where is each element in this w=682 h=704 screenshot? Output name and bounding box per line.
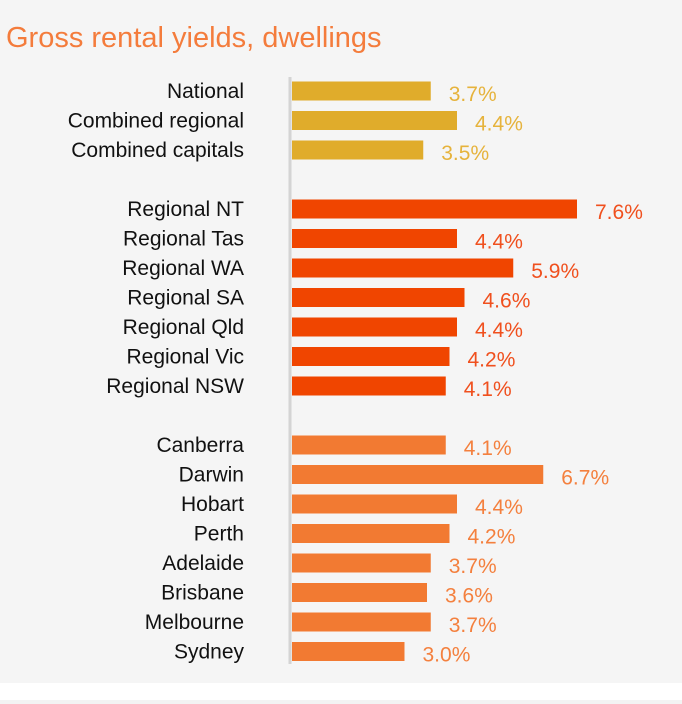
data-label: 4.2% bbox=[468, 349, 516, 372]
bar bbox=[292, 612, 431, 632]
data-label: 3.7% bbox=[449, 555, 497, 578]
category-label: Adelaide bbox=[162, 552, 244, 575]
data-label: 7.6% bbox=[595, 201, 643, 224]
data-label: 4.2% bbox=[468, 526, 516, 549]
category-label: Perth bbox=[194, 523, 244, 546]
category-label: Regional NT bbox=[127, 198, 244, 221]
bar bbox=[292, 494, 457, 514]
data-label: 4.6% bbox=[483, 290, 531, 313]
bar bbox=[292, 465, 544, 484]
bar bbox=[292, 435, 446, 455]
data-label: 3.5% bbox=[441, 142, 489, 165]
bar bbox=[292, 140, 424, 160]
category-label: Brisbane bbox=[161, 582, 244, 605]
data-label: 5.9% bbox=[531, 260, 579, 283]
bar bbox=[292, 347, 450, 366]
bar bbox=[292, 553, 431, 573]
category-label: Regional SA bbox=[127, 287, 244, 310]
category-label: Regional Qld bbox=[123, 316, 244, 339]
bar bbox=[292, 229, 457, 248]
bar bbox=[292, 583, 427, 602]
category-label: Regional Vic bbox=[126, 346, 244, 369]
bar bbox=[292, 524, 450, 543]
bar bbox=[292, 288, 465, 307]
data-label: 4.4% bbox=[475, 319, 523, 342]
data-label: 6.7% bbox=[561, 467, 609, 490]
category-label: Regional NSW bbox=[106, 375, 244, 398]
category-label: Canberra bbox=[156, 434, 244, 457]
bar bbox=[292, 376, 446, 396]
data-label: 3.7% bbox=[449, 614, 497, 637]
category-label: Combined regional bbox=[68, 110, 244, 133]
data-label: 4.1% bbox=[464, 437, 512, 460]
bar bbox=[292, 81, 431, 101]
bottom-strip bbox=[0, 700, 682, 704]
category-label: Regional Tas bbox=[123, 228, 244, 251]
bar bbox=[292, 642, 405, 661]
bar bbox=[292, 199, 577, 219]
bar bbox=[292, 111, 457, 130]
data-label: 3.7% bbox=[449, 83, 497, 106]
category-label: Hobart bbox=[181, 493, 244, 516]
data-label: 4.4% bbox=[475, 231, 523, 254]
category-label: Melbourne bbox=[145, 611, 244, 634]
chart-title: Gross rental yields, dwellings bbox=[6, 22, 382, 54]
data-label: 3.0% bbox=[423, 644, 471, 667]
category-label: Regional WA bbox=[122, 257, 244, 280]
data-label: 4.4% bbox=[475, 113, 523, 136]
category-label: Combined capitals bbox=[71, 139, 244, 162]
bar bbox=[292, 258, 514, 278]
bar bbox=[292, 317, 457, 337]
category-label: Sydney bbox=[174, 641, 245, 664]
data-label: 4.4% bbox=[475, 496, 523, 519]
category-label: Darwin bbox=[179, 464, 244, 487]
data-label: 3.6% bbox=[445, 585, 493, 608]
category-label: National bbox=[167, 80, 244, 103]
data-label: 4.1% bbox=[464, 378, 512, 401]
